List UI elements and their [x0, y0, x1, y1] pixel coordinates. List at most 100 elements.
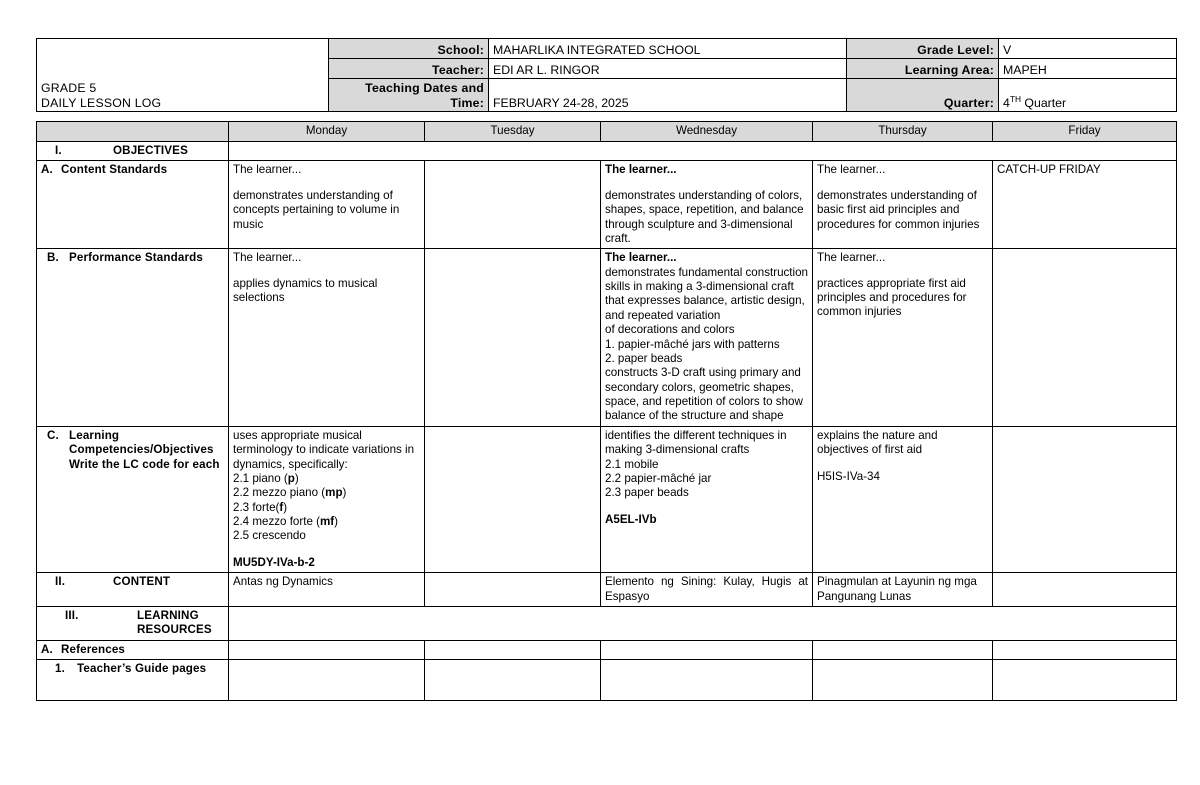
teacher-value[interactable]: EDI AR L. RINGOR: [488, 58, 847, 79]
row-learning-competencies: C. Learning Competencies/Objectives Writ…: [36, 425, 1177, 574]
header-row-school: GRADE 5 DAILY LESSON LOG School: MAHARLI…: [36, 38, 1177, 112]
competency-item: 2.2 papier-mâché jar: [605, 471, 712, 485]
cell-performance-standards-thursday[interactable]: The learner... practices appropriate fir…: [812, 248, 993, 427]
cell-content-thursday[interactable]: Pinagmulan at Layunin ng mga Pangunang L…: [812, 572, 993, 607]
column-header-monday: Monday: [228, 121, 425, 142]
cell-references-tuesday[interactable]: [424, 639, 601, 661]
row-title-objectives: OBJECTIVES: [113, 144, 188, 157]
cell-teachers-guide-monday[interactable]: [228, 659, 425, 701]
corner-cell: [36, 121, 229, 142]
spacer: [233, 178, 420, 189]
lead-text: The learner...: [817, 251, 886, 265]
row-label-learning-competencies: C. Learning Competencies/Objectives Writ…: [36, 425, 229, 574]
row-title-references: References: [61, 642, 126, 656]
cell-content-tuesday[interactable]: [424, 572, 601, 607]
lc-code: MU5DY-IVa-b-2: [233, 555, 315, 569]
row-number-content-standards: A.: [41, 163, 53, 177]
body-text: practices appropriate first aid principl…: [817, 276, 967, 319]
cell-content-friday[interactable]: [992, 572, 1177, 607]
spacer: [605, 178, 808, 189]
grade-title-line1: GRADE 5: [41, 81, 97, 95]
cell-performance-standards-friday[interactable]: [992, 248, 1177, 427]
dynamics-abbreviation: mp: [325, 486, 343, 500]
cell-references-thursday[interactable]: [812, 639, 993, 661]
lead-text: The learner...: [605, 163, 677, 177]
body-text: demonstrates understanding of colors, sh…: [605, 188, 804, 245]
learning-area-value[interactable]: MAPEH: [998, 58, 1177, 79]
competency-item: 2.4 mezzo forte (mf): [233, 515, 339, 528]
school-value[interactable]: MAHARLIKA INTEGRATED SCHOOL: [488, 38, 847, 59]
grade-level-label: Grade Level:: [846, 38, 999, 59]
row-label-objectives: I. OBJECTIVES: [36, 140, 229, 162]
intro-text: uses appropriate musical terminology to …: [233, 428, 415, 471]
row-number-performance-standards: B.: [47, 251, 59, 265]
dynamics-abbreviation: p: [287, 471, 295, 485]
header-row-dates: Teaching Dates and Time: FEBRUARY 24-28,…: [37, 78, 1177, 112]
spacer: [817, 178, 988, 189]
body-text: demonstrates fundamental construction sk…: [605, 265, 809, 423]
competency-list: 2.1 mobile 2.2 papier-mâché jar 2.3 paper …: [605, 458, 808, 501]
row-content-standards: A. Content Standards The learner... demon…: [36, 160, 1177, 250]
cell-content-standards-monday[interactable]: The learner... demonstrates understandin…: [228, 160, 425, 250]
row-number-learning-competencies: C.: [47, 428, 59, 442]
cell-references-wednesday[interactable]: [600, 639, 813, 661]
cell-teachers-guide-thursday[interactable]: [812, 659, 993, 701]
column-header-friday: Friday: [992, 121, 1177, 142]
cell-teachers-guide-friday[interactable]: [992, 659, 1177, 701]
competency-item: 2.3 paper beads: [605, 486, 689, 500]
row-teachers-guide: 1. Teacher’s Guide pages: [36, 659, 1177, 701]
quarter-ordinal-suffix: TH: [1009, 93, 1022, 104]
row-number-learning-resources: III.: [65, 608, 79, 622]
cell-references-monday[interactable]: [228, 639, 425, 661]
lead-text: The learner...: [233, 163, 302, 177]
cell-performance-standards-monday[interactable]: The learner... applies dynamics to music…: [228, 248, 425, 427]
row-number-teachers-guide: 1.: [55, 662, 65, 675]
teaching-dates-label-line1: Teaching Dates and: [365, 81, 484, 95]
table-header-row: Monday Tuesday Wednesday Thursday Friday: [36, 121, 1177, 142]
row-label-references: A. References: [36, 639, 229, 661]
quarter-value[interactable]: 4TH Quarter: [998, 78, 1177, 112]
spacer: [605, 501, 808, 513]
cell-learning-competencies-wednesday[interactable]: identifies the different techniques in m…: [600, 425, 813, 574]
header-row-teacher: Teacher: EDI AR L. RINGOR Learning Area:…: [37, 58, 1177, 79]
competency-item: 2.2 mezzo piano (mp): [233, 486, 347, 500]
row-title-content-standards: Content Standards: [61, 163, 168, 177]
quarter-label: Quarter:: [846, 78, 999, 112]
cell-content-standards-thursday[interactable]: The learner... demonstrates understandin…: [812, 160, 993, 250]
cell-teachers-guide-tuesday[interactable]: [424, 659, 601, 701]
row-title-performance-standards: Performance Standards: [69, 251, 203, 265]
cell-references-friday[interactable]: [992, 639, 1177, 661]
cell-content-wednesday[interactable]: Elemento ng Sining: Kulay, Hugis at Espa…: [600, 572, 813, 607]
cell-performance-standards-wednesday[interactable]: The learner... demonstrates fundamental …: [600, 248, 813, 427]
competency-item: 2.5 crescendo: [233, 529, 306, 543]
row-subtitle-learning-competencies: Write the LC code for each: [69, 457, 220, 471]
lead-text: The learner...: [233, 251, 302, 265]
teaching-dates-label: Teaching Dates and Time:: [328, 78, 489, 112]
quarter-number: 4: [1003, 95, 1010, 110]
cell-learning-competencies-monday[interactable]: uses appropriate musical terminology to …: [228, 425, 425, 574]
cell-teachers-guide-wednesday[interactable]: [600, 659, 813, 701]
grade-level-value[interactable]: V: [998, 38, 1177, 59]
row-number-content: II.: [55, 575, 66, 589]
cell-learning-competencies-thursday[interactable]: explains the nature and objectives of fi…: [812, 425, 993, 574]
cell-performance-standards-tuesday[interactable]: [424, 248, 601, 427]
teaching-dates-value[interactable]: FEBRUARY 24-28, 2025: [488, 78, 847, 112]
cell-learning-competencies-tuesday[interactable]: [424, 425, 601, 574]
cell-content-standards-friday[interactable]: CATCH-UP FRIDAY: [992, 160, 1177, 250]
document-header-table: GRADE 5 DAILY LESSON LOG School: MAHARLI…: [36, 38, 1177, 112]
competency-list: 2.1 piano (p) 2.2 mezzo piano (mp) 2.3 for…: [233, 472, 420, 544]
teaching-dates-label-line2: Time:: [450, 95, 484, 110]
learning-area-label: Learning Area:: [846, 58, 999, 79]
intro-text: identifies the different techniques in m…: [605, 428, 787, 457]
cell-content-monday[interactable]: Antas ng Dynamics: [228, 572, 425, 607]
lc-code: H5IS-IVa-34: [817, 469, 880, 483]
row-label-teachers-guide: 1. Teacher’s Guide pages: [36, 659, 229, 701]
objectives-spacer-cell: [228, 140, 1177, 162]
cell-content-standards-tuesday[interactable]: [424, 160, 601, 250]
cell-learning-competencies-friday[interactable]: [992, 425, 1177, 574]
row-content: II. CONTENT Antas ng Dynamics Elemento ng…: [36, 572, 1177, 607]
cell-content-standards-wednesday[interactable]: The learner... demonstrates understandin…: [600, 160, 813, 250]
body-text: demonstrates understanding of concepts p…: [233, 188, 400, 231]
column-header-wednesday: Wednesday: [600, 121, 813, 142]
